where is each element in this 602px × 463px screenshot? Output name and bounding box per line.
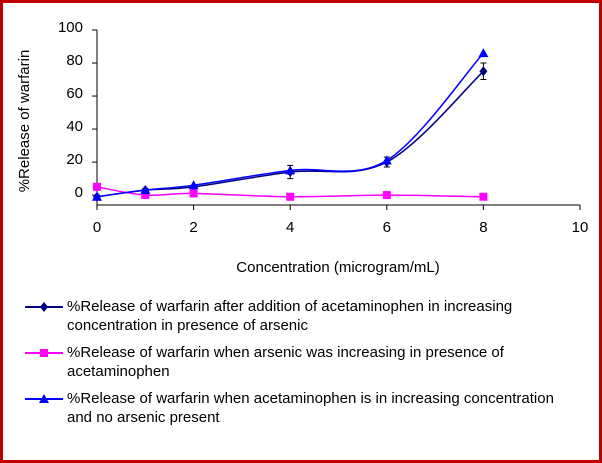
x-tick-label: 6	[383, 219, 391, 236]
legend-symbol	[25, 302, 63, 312]
x-tick-label: 8	[479, 219, 487, 236]
legend-marker	[40, 302, 48, 312]
x-tick-label: 4	[286, 219, 294, 236]
chart: %Release of warfarin Concentration (micr…	[16, 19, 589, 276]
x-tick-label: 10	[572, 219, 589, 236]
legend-item: %Release of warfarin after addition of a…	[21, 297, 581, 335]
legend-symbol	[25, 394, 63, 403]
data-point	[478, 48, 489, 58]
x-tick-label: 0	[93, 219, 101, 236]
data-point	[479, 66, 488, 77]
data-point	[479, 192, 488, 201]
y-tick-label: 40	[66, 118, 83, 135]
legend-marker	[40, 349, 48, 357]
y-tick-label: 0	[75, 184, 83, 201]
data-point	[189, 189, 198, 198]
data-point	[286, 192, 295, 201]
data-point	[93, 182, 101, 191]
y-tick-label: 80	[66, 52, 83, 69]
data-point	[140, 185, 151, 195]
legend-item: %Release of warfarin when acetaminophen …	[21, 389, 581, 427]
legend-label: %Release of warfarin after addition of a…	[67, 298, 513, 334]
y-tick-label: 60	[66, 85, 83, 102]
data-point	[381, 155, 392, 165]
data-point	[188, 180, 199, 190]
legend-label: %Release of warfarin when acetaminophen …	[67, 390, 554, 426]
data-point	[382, 191, 391, 200]
legend-symbol	[25, 349, 63, 357]
data-point	[285, 165, 296, 175]
y-tick-label: 100	[58, 19, 83, 36]
y-axis-label: %Release of warfarin	[16, 50, 33, 193]
legend-item: %Release of warfarin when arsenic was in…	[21, 343, 581, 381]
data-point	[141, 191, 150, 200]
data-point	[92, 191, 102, 201]
x-tick-label: 2	[189, 219, 197, 236]
y-tick-label: 20	[66, 151, 83, 168]
legend-label: %Release of warfarin when arsenic was in…	[67, 344, 504, 380]
legend-marker	[39, 394, 49, 403]
x-axis-label: Concentration (microgram/mL)	[236, 259, 439, 276]
legend: %Release of warfarin after addition of a…	[21, 297, 581, 435]
